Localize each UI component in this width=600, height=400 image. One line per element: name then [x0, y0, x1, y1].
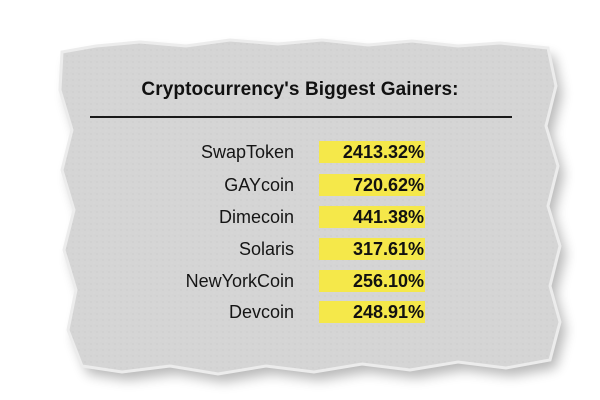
table-row: SwapToken 2413.32%	[0, 139, 600, 165]
coin-name: GAYcoin	[224, 175, 294, 195]
coin-name: NewYorkCoin	[185, 271, 294, 291]
coin-name: Solaris	[238, 239, 294, 259]
coin-name: Devcoin	[228, 302, 294, 322]
gain-highlight	[319, 238, 425, 260]
gain-highlight	[319, 270, 425, 292]
gain-value: 720.62%	[352, 175, 424, 195]
table-row: GAYcoin 720.62%	[0, 172, 600, 198]
gain-value: 317.61%	[352, 239, 424, 259]
table-row: Dimecoin 441.38%	[0, 204, 600, 230]
title-divider	[90, 116, 512, 118]
gain-value: 256.10%	[352, 271, 424, 291]
gain-highlight	[319, 206, 425, 228]
table-row: Devcoin 248.91%	[0, 299, 600, 325]
gain-value: 2413.32%	[342, 142, 424, 162]
coin-name: SwapToken	[200, 142, 294, 162]
chart-title: Cryptocurrency's Biggest Gainers:	[141, 79, 459, 100]
gain-highlight	[319, 174, 425, 196]
gain-highlight	[319, 141, 425, 163]
paper-sheet	[58, 38, 562, 376]
gain-value: 441.38%	[352, 207, 424, 227]
coin-name: Dimecoin	[218, 207, 294, 227]
gain-highlight	[319, 301, 425, 323]
table-row: Solaris 317.61%	[0, 236, 600, 262]
table-row: NewYorkCoin 256.10%	[0, 268, 600, 294]
gain-value: 248.91%	[352, 302, 424, 322]
